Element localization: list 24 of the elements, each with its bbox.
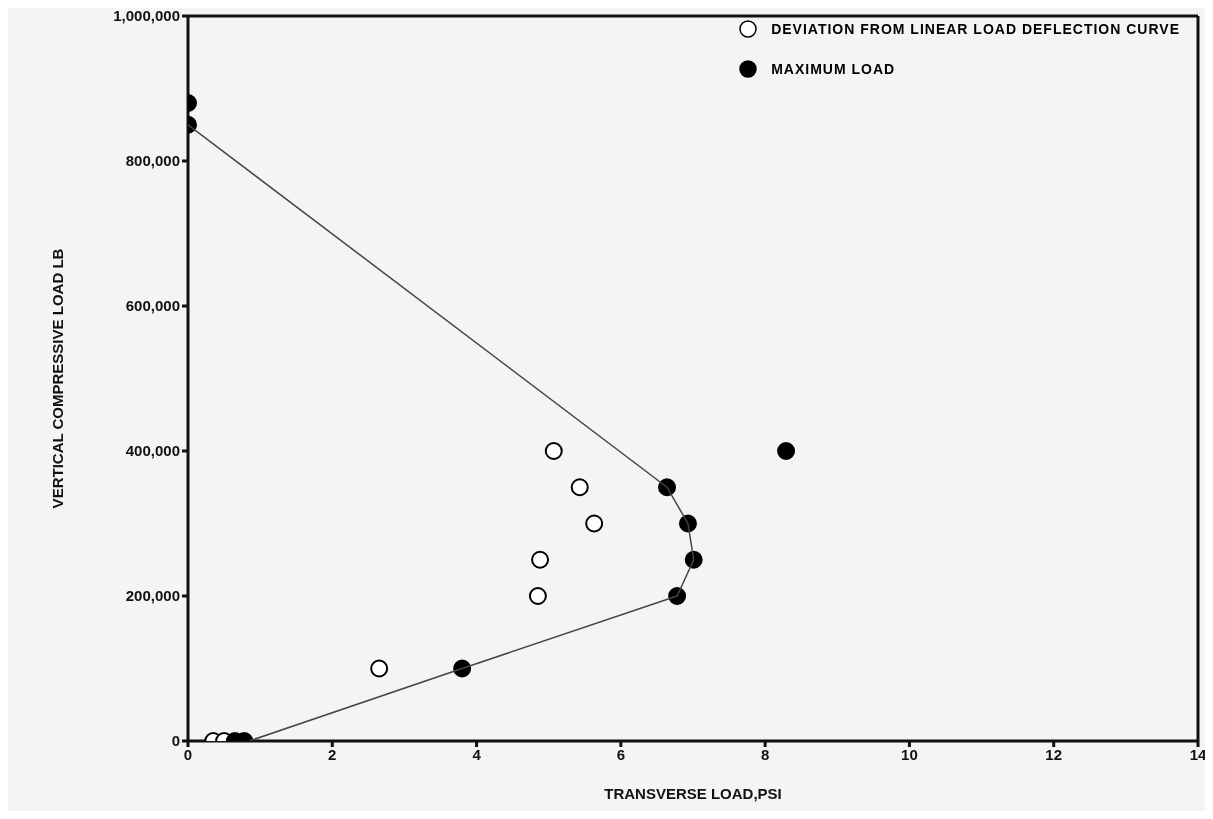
- y-tick-label: 600,000: [125, 297, 180, 315]
- y-axis-title: VERTICAL COMPRESSIVE LOAD LB: [49, 248, 67, 509]
- x-tick-label: 12: [1045, 745, 1063, 763]
- y-tick-label: 1,000,000: [113, 7, 180, 25]
- x-tick-label: 8: [760, 745, 770, 763]
- x-tick-label: 0: [183, 745, 193, 763]
- point: [544, 442, 563, 460]
- legend-label: DEVIATION FROM LINEAR LOAD DEFLECTION CURVE: [771, 21, 1180, 37]
- x-tick-label: 4: [472, 745, 482, 763]
- x-tick-label: 6: [616, 745, 626, 763]
- y-tick-label: 400,000: [125, 442, 180, 460]
- point: [777, 442, 796, 460]
- x-tick-label: 10: [901, 745, 918, 763]
- x-tick-label: 2: [328, 745, 337, 763]
- y-tick-label: 800,000: [125, 152, 180, 170]
- y-tick-label: 200,000: [125, 587, 180, 605]
- point: [570, 478, 589, 497]
- y-tick-label: 0: [171, 732, 180, 750]
- point: [370, 659, 389, 678]
- point: [528, 587, 547, 605]
- point: [531, 550, 550, 569]
- point: [585, 514, 604, 533]
- legend-label: MAXIMUM LOAD: [771, 61, 896, 77]
- x-axis-title: TRANSVERSE LOAD,PSI: [604, 785, 782, 802]
